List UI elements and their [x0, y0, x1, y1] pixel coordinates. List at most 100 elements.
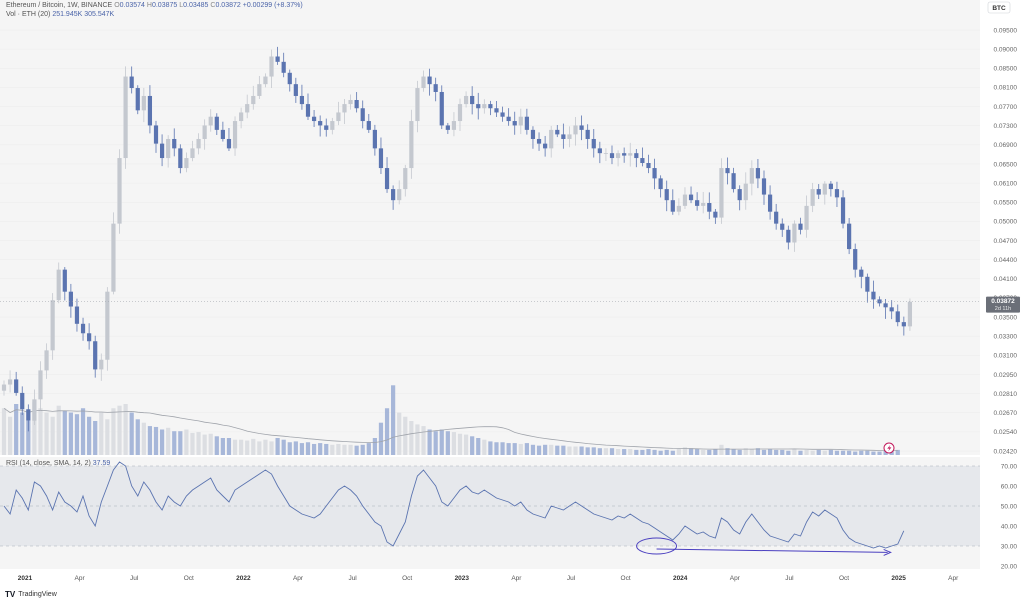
candle-body — [628, 153, 633, 156]
volume-bar — [561, 445, 566, 455]
currency-badge[interactable]: BTC — [987, 1, 1011, 14]
candle-body — [384, 168, 390, 190]
tradingview-name: TradingView — [18, 591, 57, 598]
candle-body — [907, 301, 913, 327]
candle-body — [524, 116, 529, 130]
candle-body — [780, 223, 785, 230]
candle-body — [166, 138, 171, 159]
symbol-name[interactable]: Ethereum / Bitcoin — [6, 2, 64, 9]
volume-bar — [111, 408, 116, 455]
rsi-label[interactable]: RSI (14, close, SMA, 14, 2) — [6, 460, 91, 467]
annotations — [636, 537, 892, 556]
volume-bar — [263, 439, 268, 455]
volume-bar — [749, 449, 754, 455]
candle-body — [840, 197, 846, 224]
ohlc-change: +0.00299 (+8.37%) — [242, 2, 303, 9]
candle-body — [646, 163, 651, 169]
candle-body — [56, 269, 61, 301]
volume-bar — [378, 422, 384, 455]
volume-bar — [239, 439, 244, 455]
candle-body — [603, 153, 609, 154]
rsi-axis-label: 30.00 — [1001, 543, 1018, 550]
alert-icon[interactable] — [883, 442, 895, 454]
volume-bar — [494, 442, 499, 455]
candle-body — [318, 121, 323, 126]
price-axis-label: 0.05000 — [994, 219, 1018, 226]
volume-bar — [457, 433, 463, 455]
volume-bar — [366, 443, 371, 455]
volume-bar — [579, 446, 584, 455]
candle-body — [439, 91, 444, 126]
candle-body — [549, 129, 554, 149]
volume-bar — [178, 431, 183, 455]
volume-bar — [251, 438, 256, 455]
volume-bar — [840, 450, 846, 455]
price-axis-label: 0.03300 — [994, 333, 1018, 340]
volume-bar — [470, 436, 475, 455]
time-axis-label: Apr — [75, 575, 86, 582]
rsi-axis-label: 70.00 — [1001, 463, 1018, 470]
volume-bar — [847, 450, 852, 455]
volume-bar — [44, 412, 49, 455]
candle-body — [640, 158, 645, 164]
volume-bar — [293, 441, 298, 455]
candle-body — [682, 194, 688, 206]
tradingview-brand[interactable]: TV TradingView — [5, 590, 57, 599]
candle-body — [378, 148, 384, 169]
volume-bar — [421, 426, 426, 455]
volume-bar — [658, 450, 663, 455]
volume-bar — [761, 449, 767, 455]
volume-bar — [628, 449, 633, 455]
time-axis-label: Apr — [730, 575, 741, 582]
candle-body — [476, 104, 481, 109]
volume-bar — [99, 412, 104, 455]
volume-bar — [524, 443, 529, 455]
volume-bar — [725, 448, 730, 455]
candle-body — [129, 76, 134, 89]
price-axis-label: 0.03100 — [994, 353, 1018, 360]
volume-bar — [153, 426, 159, 455]
volume-bar — [287, 442, 292, 455]
candle-body — [658, 178, 663, 190]
time-axis-label: Jul — [785, 575, 794, 582]
volume-label[interactable]: Vol · ETH (20) — [6, 11, 51, 18]
candle-body — [257, 84, 262, 96]
candle-body — [585, 129, 590, 139]
volume-bar — [257, 441, 262, 455]
candle-body — [1, 384, 7, 391]
volume-bar — [226, 438, 232, 455]
candle-body — [871, 291, 876, 300]
candle-body — [293, 84, 298, 96]
volume-bar — [816, 449, 821, 455]
volume-bar — [172, 431, 177, 455]
ohlc-high: 0.03875 — [151, 2, 178, 9]
candle-body — [457, 104, 463, 122]
volume-bar — [822, 450, 827, 455]
candle-body — [755, 168, 761, 179]
price-axis-label: 0.02670 — [994, 410, 1018, 417]
candle-body — [767, 194, 773, 212]
candle-body — [676, 205, 681, 212]
volume-bar — [190, 432, 195, 455]
candle-body — [147, 95, 153, 126]
volume-bar — [889, 450, 894, 455]
volume-bar — [713, 449, 718, 455]
candle-body — [615, 153, 621, 159]
candle-body — [135, 88, 140, 111]
candle-body — [445, 125, 450, 130]
volume-bar — [755, 448, 761, 455]
volume-bar — [506, 443, 511, 455]
volume-bar — [567, 446, 572, 455]
candle-body — [239, 112, 244, 122]
candle-body — [348, 100, 353, 105]
candle-body — [366, 121, 371, 130]
candle-body — [500, 112, 505, 117]
volume-bar — [482, 439, 487, 455]
volume-bar — [275, 438, 280, 455]
volume-bar — [105, 419, 110, 455]
candle-body — [232, 121, 238, 149]
candle-body — [597, 148, 602, 154]
candle-body — [226, 138, 232, 149]
candle-body — [810, 189, 815, 206]
